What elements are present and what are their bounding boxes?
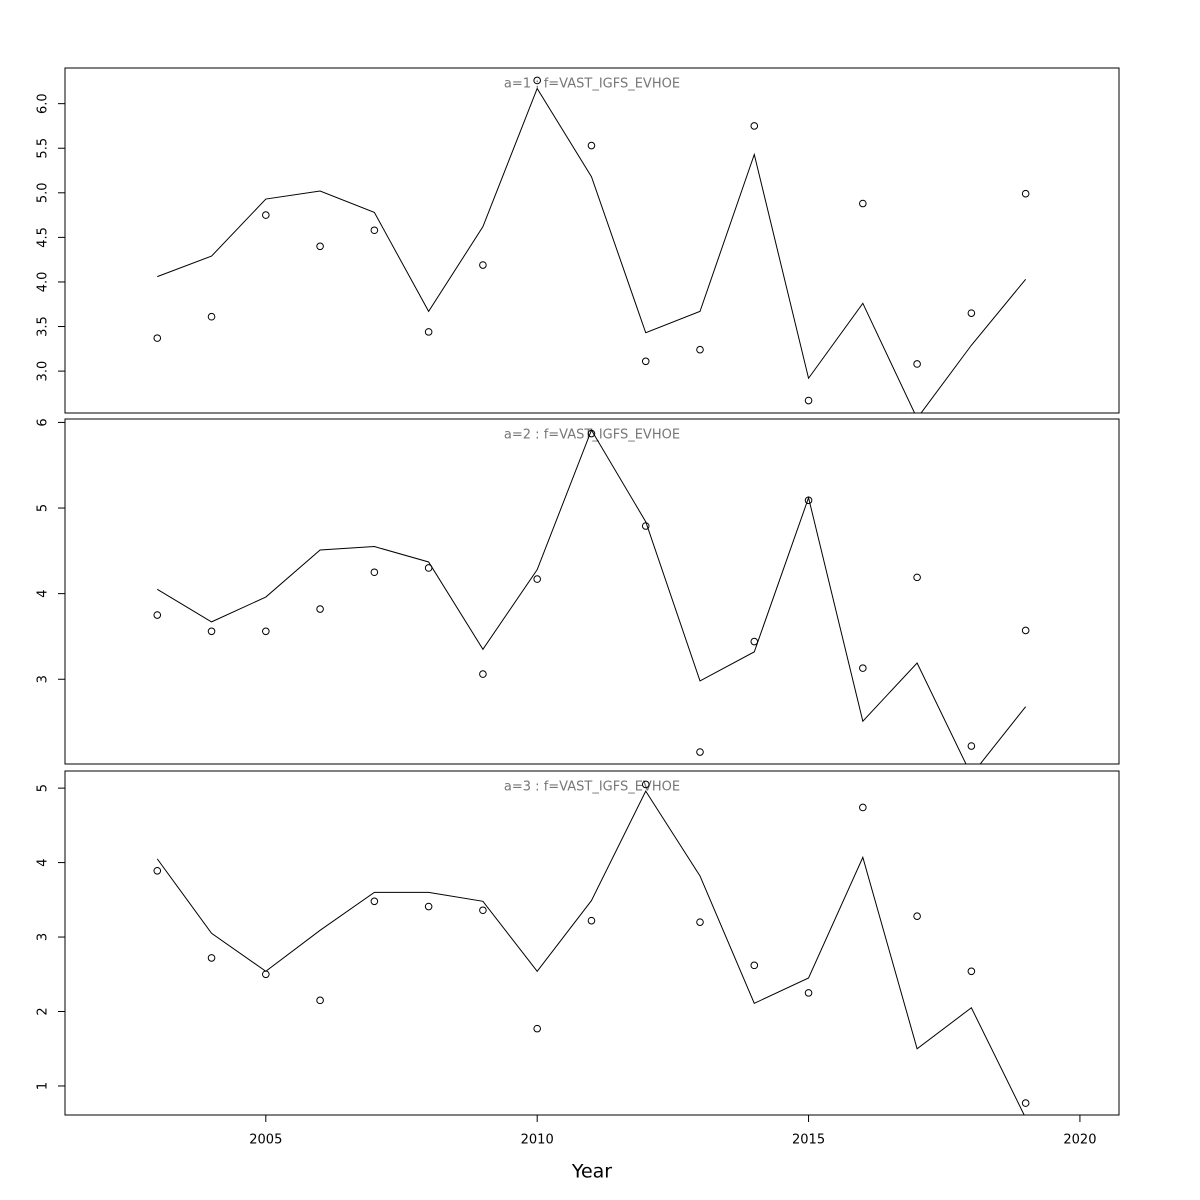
- observed-point: [370, 897, 379, 906]
- y-tick-label: 4: [36, 858, 51, 866]
- fitted-line: [157, 428, 1027, 764]
- x-tick-label: 2010: [521, 1133, 554, 1148]
- observed-point: [804, 496, 813, 505]
- observed-point: [750, 637, 759, 646]
- observed-point: [262, 211, 270, 219]
- fitted-line: [156, 790, 1025, 1115]
- observed-point: [153, 866, 162, 875]
- observed-point: [641, 780, 650, 789]
- x-tick-label: 2015: [792, 1133, 825, 1148]
- y-tick-label: 5.5: [36, 138, 51, 159]
- plot-area: [153, 428, 1030, 764]
- y-tick-label: 4.0: [36, 272, 51, 293]
- observed-point: [1021, 189, 1030, 198]
- y-tick-label: 3.0: [36, 361, 51, 382]
- observed-point: [1021, 1099, 1030, 1107]
- observed-point: [859, 664, 867, 672]
- y-tick-label: 5: [36, 504, 51, 512]
- plot-frame: [64, 67, 1120, 414]
- observed-point: [804, 396, 813, 405]
- observed-point: [587, 429, 596, 438]
- observed-point: [479, 906, 487, 915]
- panel-title: a=3 : f=VAST_IGFS_EVHOE: [504, 780, 680, 795]
- observed-point: [696, 918, 704, 926]
- observed-point: [533, 1024, 541, 1033]
- y-tick-label: 5: [36, 784, 51, 792]
- observed-point: [207, 954, 216, 962]
- observed-point: [153, 611, 162, 619]
- observed-point: [696, 748, 704, 756]
- observed-point: [913, 573, 921, 582]
- observed-point: [262, 627, 270, 636]
- observed-point: [370, 226, 379, 235]
- y-tick-label: 5.0: [36, 182, 51, 203]
- observed-point: [587, 141, 596, 150]
- observed-point: [750, 122, 759, 130]
- observed-point: [207, 627, 216, 636]
- observed-point: [859, 199, 867, 208]
- observed-point: [533, 575, 541, 583]
- observed-point: [207, 312, 216, 321]
- observed-point: [316, 242, 324, 251]
- observed-point: [262, 970, 270, 979]
- plot-area: [153, 76, 1030, 413]
- observed-point: [479, 261, 487, 269]
- x-tick-label: 2020: [1063, 1133, 1096, 1148]
- observed-point: [370, 568, 379, 577]
- observed-point: [1021, 626, 1030, 635]
- observed-point: [804, 989, 813, 997]
- observed-point: [587, 916, 596, 925]
- observed-point: [316, 605, 324, 613]
- observed-point: [641, 522, 650, 530]
- y-tick-label: 3: [36, 933, 51, 941]
- x-axis-label: Year: [571, 1161, 612, 1183]
- observed-point: [750, 961, 759, 970]
- observed-point: [153, 334, 162, 342]
- y-tick-label: 6: [36, 418, 51, 426]
- panel-title: a=2 : f=VAST_IGFS_EVHOE: [504, 428, 680, 443]
- observed-point: [859, 803, 867, 812]
- observed-point: [696, 345, 704, 354]
- plot-frame: [64, 770, 1120, 1116]
- y-tick-label: 6.0: [36, 93, 51, 114]
- observed-point: [424, 328, 433, 336]
- y-tick-label: 3: [36, 675, 51, 683]
- observed-point: [913, 912, 921, 920]
- fitted-line: [157, 87, 1027, 413]
- observed-point: [424, 902, 433, 911]
- y-tick-label: 1: [36, 1082, 51, 1090]
- observed-point: [913, 360, 921, 368]
- panel-title: a=1 : f=VAST_IGFS_EVHOE: [504, 77, 680, 92]
- observed-point: [967, 309, 976, 317]
- observed-point: [641, 357, 650, 366]
- observed-point: [316, 996, 324, 1005]
- y-tick-label: 2: [36, 1007, 51, 1015]
- y-tick-label: 4: [36, 589, 51, 597]
- plot-frame: [64, 418, 1120, 765]
- observed-point: [967, 967, 976, 976]
- y-tick-label: 3.5: [36, 316, 51, 337]
- observed-point: [533, 76, 541, 85]
- observed-point: [479, 670, 487, 678]
- y-tick-label: 4.5: [36, 227, 51, 248]
- observed-point: [967, 742, 976, 750]
- observed-point: [424, 564, 433, 572]
- plot-area: [153, 780, 1030, 1115]
- x-tick-label: 2005: [249, 1133, 282, 1148]
